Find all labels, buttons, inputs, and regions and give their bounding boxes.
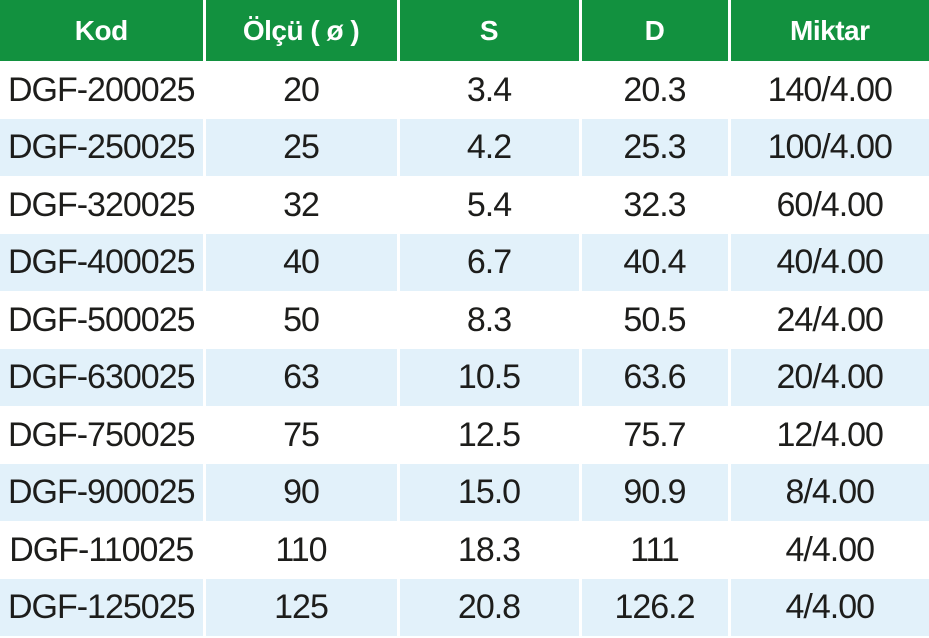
- cell-s: 20.8: [398, 578, 582, 636]
- header-row: Kod Ölçü ( ø ) S D Miktar: [0, 0, 929, 61]
- cell-olcu: 63: [204, 348, 400, 406]
- table-row: DGF-250025 25 4.2 25.3 100/4.00: [0, 118, 929, 176]
- cell-kod: DGF-250025: [0, 118, 206, 176]
- cell-olcu: 50: [204, 291, 400, 349]
- table-body: DGF-200025 20 3.4 20.3 140/4.00 DGF-2500…: [0, 61, 929, 636]
- cell-d: 50.5: [580, 291, 731, 349]
- cell-d: 90.9: [580, 463, 731, 521]
- cell-miktar: 140/4.00: [729, 61, 929, 119]
- table-row: DGF-110025 110 18.3 111 4/4.00: [0, 521, 929, 579]
- cell-olcu: 25: [204, 118, 400, 176]
- table-row: DGF-320025 32 5.4 32.3 60/4.00: [0, 176, 929, 234]
- cell-d: 25.3: [580, 118, 731, 176]
- cell-d: 32.3: [580, 176, 731, 234]
- cell-kod: DGF-900025: [0, 463, 206, 521]
- cell-miktar: 24/4.00: [729, 291, 929, 349]
- column-header-miktar: Miktar: [729, 0, 929, 61]
- cell-olcu: 20: [204, 61, 400, 119]
- cell-kod: DGF-320025: [0, 176, 206, 234]
- column-header-s: S: [398, 0, 582, 61]
- cell-s: 12.5: [398, 406, 582, 464]
- cell-s: 6.7: [398, 233, 582, 291]
- cell-s: 15.0: [398, 463, 582, 521]
- column-header-kod: Kod: [0, 0, 206, 61]
- cell-kod: DGF-400025: [0, 233, 206, 291]
- cell-d: 75.7: [580, 406, 731, 464]
- table-row: DGF-900025 90 15.0 90.9 8/4.00: [0, 463, 929, 521]
- cell-kod: DGF-125025: [0, 578, 206, 636]
- cell-olcu: 75: [204, 406, 400, 464]
- cell-s: 5.4: [398, 176, 582, 234]
- cell-miktar: 12/4.00: [729, 406, 929, 464]
- cell-d: 111: [580, 521, 731, 579]
- cell-s: 3.4: [398, 61, 582, 119]
- table-row: DGF-400025 40 6.7 40.4 40/4.00: [0, 233, 929, 291]
- cell-kod: DGF-630025: [0, 348, 206, 406]
- cell-d: 40.4: [580, 233, 731, 291]
- table-row: DGF-200025 20 3.4 20.3 140/4.00: [0, 61, 929, 119]
- cell-d: 126.2: [580, 578, 731, 636]
- cell-s: 8.3: [398, 291, 582, 349]
- cell-s: 10.5: [398, 348, 582, 406]
- table-row: DGF-630025 63 10.5 63.6 20/4.00: [0, 348, 929, 406]
- table-row: DGF-125025 125 20.8 126.2 4/4.00: [0, 578, 929, 636]
- cell-olcu: 110: [204, 521, 400, 579]
- cell-olcu: 90: [204, 463, 400, 521]
- cell-kod: DGF-110025: [0, 521, 206, 579]
- cell-olcu: 40: [204, 233, 400, 291]
- cell-olcu: 125: [204, 578, 400, 636]
- cell-kod: DGF-750025: [0, 406, 206, 464]
- table-header: Kod Ölçü ( ø ) S D Miktar: [0, 0, 929, 61]
- cell-olcu: 32: [204, 176, 400, 234]
- cell-d: 20.3: [580, 61, 731, 119]
- cell-kod: DGF-500025: [0, 291, 206, 349]
- cell-miktar: 20/4.00: [729, 348, 929, 406]
- cell-miktar: 40/4.00: [729, 233, 929, 291]
- cell-kod: DGF-200025: [0, 61, 206, 119]
- cell-miktar: 4/4.00: [729, 578, 929, 636]
- cell-s: 18.3: [398, 521, 582, 579]
- cell-s: 4.2: [398, 118, 582, 176]
- column-header-d: D: [580, 0, 731, 61]
- table-row: DGF-500025 50 8.3 50.5 24/4.00: [0, 291, 929, 349]
- cell-miktar: 100/4.00: [729, 118, 929, 176]
- table-row: DGF-750025 75 12.5 75.7 12/4.00: [0, 406, 929, 464]
- cell-d: 63.6: [580, 348, 731, 406]
- cell-miktar: 8/4.00: [729, 463, 929, 521]
- column-header-olcu: Ölçü ( ø ): [204, 0, 400, 61]
- cell-miktar: 4/4.00: [729, 521, 929, 579]
- cell-miktar: 60/4.00: [729, 176, 929, 234]
